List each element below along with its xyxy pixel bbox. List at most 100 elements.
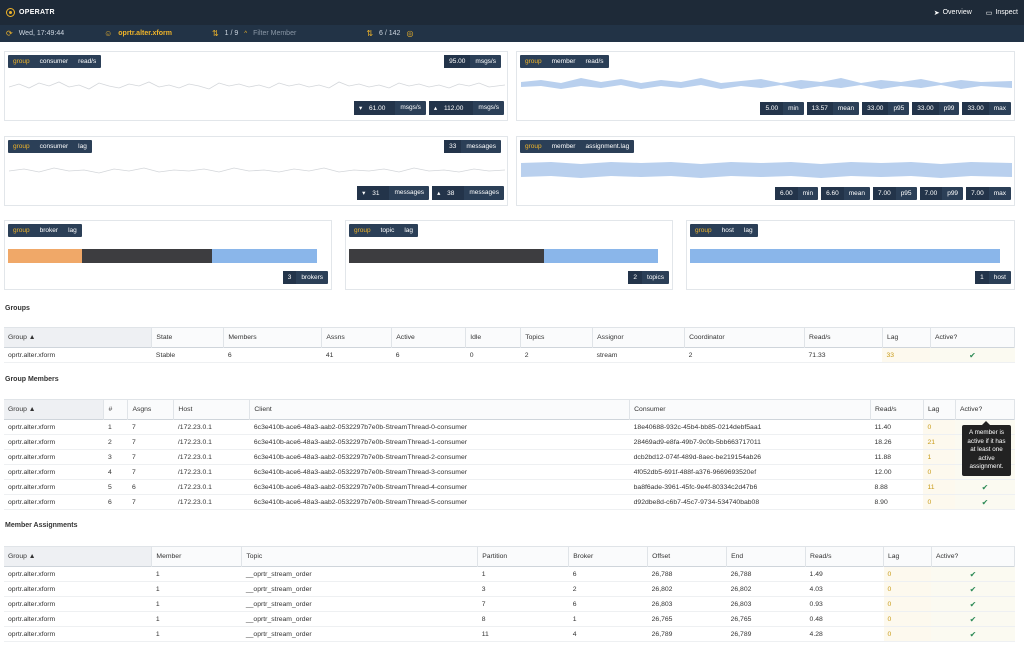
- column-header[interactable]: Offset: [647, 546, 728, 567]
- column-header[interactable]: Topic: [241, 546, 479, 567]
- group-segment[interactable]: ☺ oprtr.alter.xform: [104, 29, 172, 38]
- group-members-title: Group Members: [5, 376, 59, 383]
- column-header[interactable]: Read/s: [870, 399, 924, 420]
- member-filter-input[interactable]: Filter Member: [253, 30, 297, 37]
- column-header[interactable]: Consumer: [629, 399, 871, 420]
- column-header[interactable]: Active?: [955, 399, 1016, 420]
- table-cell: 1: [151, 596, 242, 612]
- table-cell: 26,803: [647, 596, 727, 612]
- table-cell: 4: [103, 464, 128, 480]
- column-header[interactable]: Read/s: [805, 546, 884, 567]
- table-row[interactable]: oprtr.alter.xform 1 __oprtr_stream_order 3 2…: [4, 581, 1015, 597]
- column-header[interactable]: Assignor: [592, 327, 686, 348]
- active-check-icon: ✔: [931, 581, 1015, 597]
- table-cell: oprtr.alter.xform: [4, 449, 104, 465]
- column-header[interactable]: Topics: [520, 327, 594, 348]
- column-header[interactable]: Assns: [321, 327, 393, 348]
- table-row[interactable]: oprtr.alter.xform 1 7/172.23.0.1 6c3e410b-a…: [4, 419, 1015, 435]
- table-cell: 2: [568, 581, 648, 597]
- table-cell: oprtr.alter.xform: [4, 596, 152, 612]
- topic-lag-panel: group topic lag 2 topics: [345, 220, 673, 290]
- table-cell: 1: [151, 626, 242, 642]
- member-assignment-lag-panel: group member assignment.lag 6.00 min 6.60…: [516, 136, 1015, 206]
- table-cell: stream: [592, 347, 685, 363]
- column-header[interactable]: Group ▲: [4, 399, 105, 420]
- column-header[interactable]: State: [151, 327, 225, 348]
- table-cell: /172.23.0.1: [173, 494, 250, 510]
- member-assignments-title: Member Assignments: [5, 522, 78, 529]
- user-icon: ☺: [104, 29, 113, 38]
- table-cell: 6c3e410b-ace6-48a3-aab2-0532297b7e0b-Str…: [249, 434, 630, 450]
- table-row[interactable]: oprtr.alter.xform Stable 6 41 6 0 2 stream 2 71.3…: [4, 347, 1015, 363]
- table-cell: 0: [465, 347, 521, 363]
- table-row[interactable]: oprtr.alter.xform 1 __oprtr_stream_order 8 1…: [4, 611, 1015, 627]
- column-header[interactable]: #: [103, 399, 129, 420]
- column-header[interactable]: Idle: [465, 327, 522, 348]
- table-row[interactable]: oprtr.alter.xform 4 7/172.23.0.1 6c3e410b-a…: [4, 464, 1015, 480]
- column-header[interactable]: Partition: [477, 546, 570, 567]
- groups-title: Groups: [5, 305, 30, 312]
- table-cell: 2: [684, 347, 805, 363]
- target-icon[interactable]: ◎: [406, 29, 414, 38]
- bar-segment: [349, 249, 544, 263]
- table-row[interactable]: oprtr.alter.xform 2 7/172.23.0.1 6c3e410b-a…: [4, 434, 1015, 450]
- table-row[interactable]: oprtr.alter.xform 5 6/172.23.0.1 6c3e410b-a…: [4, 479, 1015, 495]
- column-header[interactable]: Client: [249, 399, 631, 420]
- nav-overview[interactable]: ➤ Overview: [933, 9, 972, 17]
- table-cell: oprtr.alter.xform: [4, 611, 152, 627]
- column-header[interactable]: Lag: [882, 327, 931, 348]
- table-cell: 0: [923, 464, 956, 480]
- column-header[interactable]: Broker: [568, 546, 649, 567]
- bar-segment: [82, 249, 212, 263]
- current-value-badge: 33 messages: [444, 140, 501, 153]
- table-cell: 4.28: [805, 626, 884, 642]
- nav-inspect[interactable]: ▭ Inspect: [985, 9, 1018, 17]
- column-header[interactable]: Asgns: [127, 399, 175, 420]
- active-check-icon: ✔: [931, 626, 1015, 642]
- context-bar: ⟳ Wed, 17:49:44 ☺ oprtr.alter.xform ⇅ 1 …: [0, 25, 1024, 42]
- column-header[interactable]: Active?: [930, 327, 1016, 348]
- member-filter-segment[interactable]: ⇅ 1 / 9 ^ Filter Member: [212, 29, 296, 38]
- brand[interactable]: OPERATR: [6, 8, 55, 17]
- column-header[interactable]: Lag: [883, 546, 932, 567]
- refresh-segment[interactable]: ⟳ Wed, 17:49:44: [6, 29, 64, 38]
- stat-p99: 33.00 p99: [912, 102, 960, 115]
- chevron-up-icon[interactable]: ^: [244, 30, 248, 37]
- table-cell: 1: [151, 611, 242, 627]
- table-row[interactable]: oprtr.alter.xform 1 __oprtr_stream_order 1 6…: [4, 566, 1015, 582]
- consumer-read-panel: group consumer read/s 95.00 msgs/s ▾ 61.…: [4, 51, 508, 121]
- member-read-panel: group member read/s 5.00 min 13.57 mean 33…: [516, 51, 1015, 121]
- column-header[interactable]: Lag: [923, 399, 956, 420]
- table-row[interactable]: oprtr.alter.xform 1 __oprtr_stream_order 7 6…: [4, 596, 1015, 612]
- table-cell: 7: [127, 449, 174, 465]
- table-cell: 71.33: [804, 347, 883, 363]
- table-row[interactable]: oprtr.alter.xform 6 7/172.23.0.1 6c3e410b-a…: [4, 494, 1015, 510]
- table-cell: 18e40688-932c-45b4-bb85-0214debf5aa1: [629, 419, 871, 435]
- column-header[interactable]: Host: [173, 399, 251, 420]
- table-cell: 8: [477, 611, 569, 627]
- column-header[interactable]: Read/s: [804, 327, 883, 348]
- table-cell: 26,802: [647, 581, 727, 597]
- column-header[interactable]: Active?: [931, 546, 1016, 567]
- table-cell: __oprtr_stream_order: [241, 611, 478, 627]
- column-header[interactable]: Group ▲: [4, 327, 153, 348]
- table-cell: 1: [103, 419, 128, 435]
- table-cell: 3: [477, 581, 569, 597]
- topic-filter-segment[interactable]: ⇅ 6 / 142 ◎: [366, 29, 413, 38]
- column-header[interactable]: Active: [391, 327, 467, 348]
- stat-min: 6.00 min: [774, 187, 819, 200]
- table-row[interactable]: oprtr.alter.xform 1 __oprtr_stream_order 11…: [4, 626, 1015, 642]
- column-header[interactable]: Member: [151, 546, 243, 567]
- current-time: Wed, 17:49:44: [18, 30, 65, 37]
- refresh-icon[interactable]: ⟳: [6, 29, 13, 38]
- table-cell: __oprtr_stream_order: [241, 596, 478, 612]
- column-header[interactable]: Members: [223, 327, 323, 348]
- table-row[interactable]: oprtr.alter.xform 3 7/172.23.0.1 6c3e410b-a…: [4, 449, 1015, 465]
- table-cell: 6: [391, 347, 466, 363]
- send-icon: ➤: [933, 9, 940, 17]
- table-cell: 6c3e410b-ace6-48a3-aab2-0532297b7e0b-Str…: [249, 464, 630, 480]
- active-tooltip: A member is active if it has at least on…: [962, 421, 1011, 476]
- column-header[interactable]: Group ▲: [4, 546, 153, 567]
- column-header[interactable]: Coordinator: [684, 327, 806, 348]
- column-header[interactable]: End: [726, 546, 807, 567]
